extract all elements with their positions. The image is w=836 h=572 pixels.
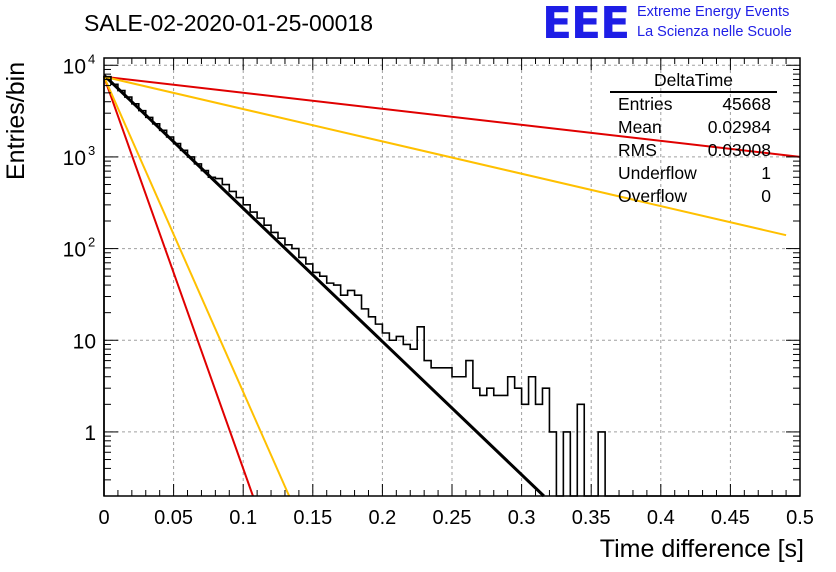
stats-label: RMS (618, 140, 657, 160)
chart-title: SALE-02-2020-01-25-00018 (84, 10, 373, 36)
x-tick-label: 0.4 (647, 507, 675, 529)
y-tick-exponent: 3 (88, 143, 95, 158)
stats-value: 0 (761, 186, 771, 206)
y-tick-label: 10 (63, 55, 86, 78)
stats-value: 45668 (722, 94, 771, 114)
stats-row: RMS 0.03008 (610, 139, 777, 162)
stats-row: Entries 45668 (610, 93, 777, 116)
y-tick-label: 10 (63, 147, 86, 170)
stats-box: DeltaTime Entries 45668 Mean 0.02984 RMS… (610, 70, 777, 208)
x-tick-label: 0.3 (508, 507, 536, 529)
fit-line (102, 74, 545, 498)
y-tick-exponent: 2 (88, 235, 95, 250)
y-tick-label: 10 (73, 330, 96, 353)
stats-label: Entries (618, 94, 673, 114)
stats-value: 0.02984 (707, 117, 771, 137)
band-line (103, 76, 291, 497)
y-axis-label: Entries/bin (2, 61, 30, 180)
band-line (103, 76, 254, 497)
fit-curves (102, 74, 801, 498)
y-tick-exponent: 4 (88, 51, 95, 66)
band-line (103, 75, 787, 237)
x-tick-label: 0.1 (229, 507, 257, 529)
stats-row: Mean 0.02984 (610, 116, 777, 139)
x-tick-label: 0.35 (572, 507, 611, 529)
x-axis-label: Time difference [s] (599, 535, 804, 563)
stats-row: Overflow 0 (610, 185, 777, 208)
stats-value: 0.03008 (707, 140, 771, 160)
axis-ticks: 0 0.05 0.1 0.15 0.2 0.25 0.3 0.35 0.4 0.45 0.51101… (63, 51, 814, 529)
x-tick-label: 0.05 (154, 507, 193, 529)
x-tick-label: 0.2 (368, 507, 396, 529)
logo-line-2: La Scienza nelle Scuole (637, 24, 792, 40)
eee-logo: EEE (542, 0, 630, 49)
x-tick-label: 0 (98, 507, 109, 529)
stats-label: Overflow (618, 186, 688, 206)
x-tick-label: 0.5 (786, 507, 814, 529)
x-tick-label: 0.15 (293, 507, 332, 529)
y-tick-label: 1 (84, 422, 96, 445)
stats-label: Mean (618, 117, 662, 137)
x-tick-label: 0.25 (433, 507, 472, 529)
stats-label: Underflow (618, 163, 697, 183)
logo-line-1: Extreme Energy Events (637, 4, 790, 20)
y-tick-label: 10 (63, 239, 86, 262)
band-line (103, 75, 801, 158)
stats-value: 1 (761, 163, 771, 183)
stats-row: Underflow 1 (610, 162, 777, 185)
stats-title: DeltaTime (610, 70, 777, 93)
x-tick-label: 0.45 (711, 507, 750, 529)
